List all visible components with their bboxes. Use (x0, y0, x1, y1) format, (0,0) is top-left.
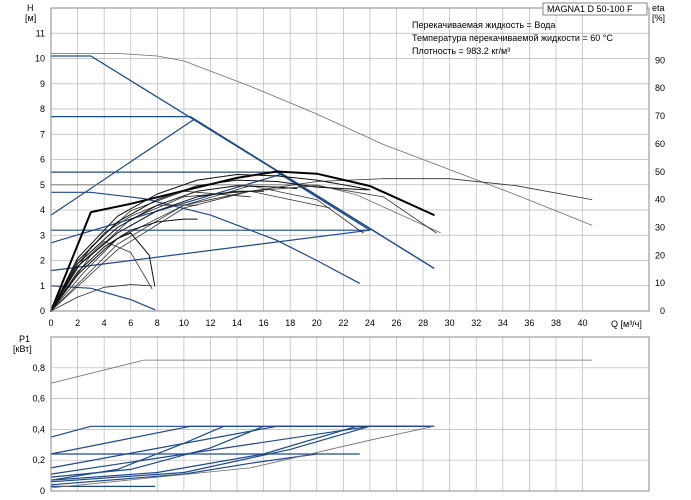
x-tick-label: 32 (471, 318, 481, 328)
x-tick-label: 10 (179, 318, 189, 328)
power-curve-2 (50, 425, 435, 469)
top-curve-15 (50, 190, 251, 312)
power-tick-label: 0,8 (32, 363, 45, 373)
top-curve-25 (50, 232, 156, 312)
y-tick-label: 4 (40, 205, 45, 215)
top-curve-19 (50, 170, 435, 312)
y-tick-label: 11 (36, 28, 45, 38)
y-tick-label: 7 (40, 129, 45, 139)
y-tick-label: 10 (35, 54, 45, 64)
y2-axis-label: eta (652, 3, 665, 13)
info-temperature: Температура перекачиваемой жидкости = 60… (412, 33, 613, 43)
top-curve-6 (50, 229, 371, 272)
x-tick-label: 24 (365, 318, 375, 328)
series-top (50, 53, 593, 312)
y2-tick-label: 70 (655, 111, 665, 121)
power-tick-label: 0,6 (32, 394, 45, 404)
y2-tick-label: 20 (655, 250, 665, 260)
top-curve-20 (50, 174, 371, 312)
x-tick-label: 6 (128, 318, 133, 328)
y-tick-label: 8 (40, 104, 45, 114)
y2-tick-label: 0 (660, 306, 665, 316)
y2-tick-label: 30 (655, 222, 665, 232)
x-tick-label: 38 (551, 318, 561, 328)
power-curve-1 (50, 425, 435, 455)
y2-tick-label: 50 (655, 167, 665, 177)
x-tick-label: 4 (102, 318, 107, 328)
top-curve-4 (50, 118, 196, 216)
y-tick-label: 5 (40, 180, 45, 190)
x-tick-label: 40 (578, 318, 588, 328)
grid-top (50, 8, 649, 312)
power-tick-label: 0,2 (32, 455, 45, 465)
y-axis-label: H (27, 3, 34, 13)
y2-axis-unit: [%] (652, 13, 665, 23)
power-tick-label: 0 (40, 486, 45, 496)
power-curve-8 (50, 425, 358, 481)
x-axis-label: Q [м³/ч] (611, 319, 642, 329)
top-curve-7 (50, 191, 360, 284)
x-tick-label: 30 (445, 318, 455, 328)
chart-title: MAGNA1 D 50-100 F (547, 4, 633, 14)
x-tick-label: 2 (75, 318, 80, 328)
top-plot-frame (50, 7, 650, 312)
y-tick-label: 1 (40, 281, 45, 291)
top-curve-22 (50, 185, 298, 312)
power-curve-6 (50, 425, 225, 481)
x-tick-label: 20 (312, 318, 322, 328)
y2-tick-label: 90 (655, 55, 665, 65)
top-curve-11 (50, 178, 593, 312)
x-tick-label: 34 (498, 318, 508, 328)
y-tick-label: 2 (40, 256, 45, 266)
top-curve-18 (50, 284, 153, 312)
power-curve-3 (50, 425, 435, 475)
y2-tick-label: 60 (655, 139, 665, 149)
y-tick-label: 3 (40, 230, 45, 240)
power-curve-12 (50, 425, 435, 489)
x-tick-label: 14 (232, 318, 242, 328)
info-fluid: Перекачиваемая жидкость = Вода (412, 20, 555, 30)
x-tick-label: 16 (259, 318, 269, 328)
x-tick-label: 12 (205, 318, 215, 328)
y-tick-label: 6 (40, 155, 45, 165)
top-curve-23 (50, 190, 265, 312)
x-tick-label: 0 (48, 318, 53, 328)
y-tick-label: 9 (40, 79, 45, 89)
top-curve-24 (50, 218, 198, 312)
top-curve-21 (50, 179, 368, 312)
power-curve-11 (50, 359, 593, 384)
power-curve-9 (50, 425, 371, 483)
x-tick-label: 18 (285, 318, 295, 328)
top-curve-13 (50, 185, 364, 312)
x-tick-label: 26 (392, 318, 402, 328)
y2-tick-label: 80 (655, 83, 665, 93)
y2-tick-label: 40 (655, 195, 665, 205)
power-axis-label: P1 (19, 334, 30, 344)
bottom-plot-frame (50, 336, 650, 492)
title-box (542, 2, 648, 16)
y2-tick-label: 10 (655, 278, 665, 288)
info-density: Плотность = 983.2 кг/м³ (412, 46, 510, 56)
x-tick-label: 28 (418, 318, 428, 328)
x-tick-label: 22 (338, 318, 348, 328)
tick-labels: 0 2 4 6 8 10 12 14 16 18 20 22 24 26 28 30 32 34 36 38 40012… (32, 28, 665, 496)
top-curve-1 (50, 115, 435, 269)
x-tick-label: 36 (524, 318, 534, 328)
y-tick-label: 0 (40, 306, 45, 316)
y-axis-unit: [м] (25, 13, 36, 23)
top-curve-14 (50, 190, 331, 312)
power-curve-7 (50, 425, 265, 478)
power-axis-unit: [кВт] (13, 344, 32, 354)
power-tick-label: 0,4 (32, 424, 45, 434)
series-bottom (50, 359, 593, 489)
power-curve-10 (50, 453, 318, 486)
x-tick-label: 8 (155, 318, 160, 328)
